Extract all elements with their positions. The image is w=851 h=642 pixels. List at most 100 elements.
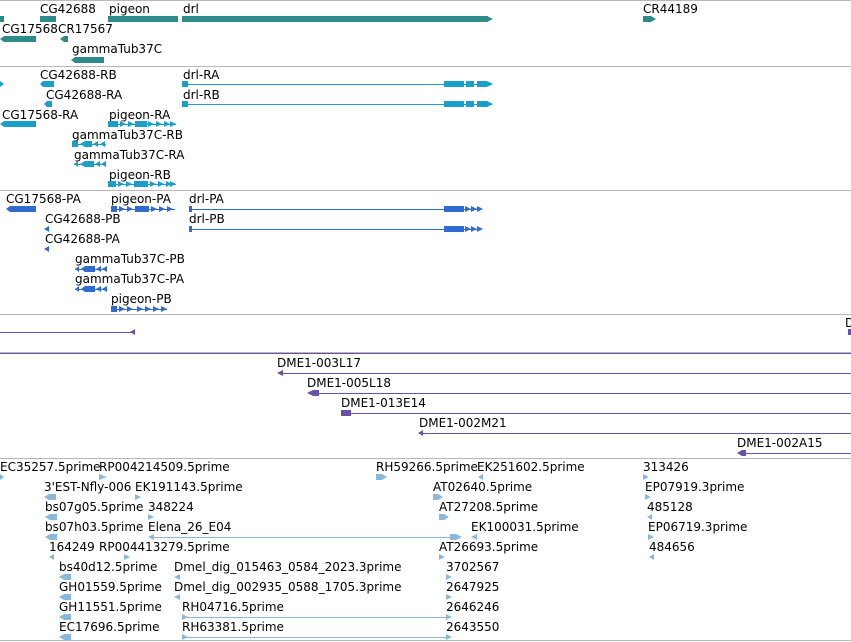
- clone-label-d[interactable]: D: [845, 316, 851, 330]
- est-feature[interactable]: [0, 474, 4, 480]
- gene-label-cr17567[interactable]: CR17567: [58, 22, 113, 36]
- protein-label-cg42688-pb[interactable]: CG42688-PB: [45, 212, 121, 226]
- transcript-exon-drl-rb[interactable]: [444, 101, 464, 107]
- est-feature[interactable]: [45, 534, 57, 540]
- est-feature[interactable]: [148, 534, 154, 540]
- est-label[interactable]: 485128: [647, 500, 693, 514]
- protein-label-cg42688-pa[interactable]: CG42688-PA: [45, 232, 120, 246]
- est-feature[interactable]: [182, 634, 188, 640]
- est-feature[interactable]: [471, 534, 477, 540]
- est-feature[interactable]: [446, 634, 452, 640]
- est-label[interactable]: bs07h03.5prime: [45, 520, 144, 534]
- transcript-label-drl-ra[interactable]: drl-RA: [183, 68, 220, 82]
- gene-label-cg42688[interactable]: CG42688: [40, 2, 96, 16]
- est-label[interactable]: bs07g05.5prime: [45, 500, 144, 514]
- protein-exon-drl-pb[interactable]: [189, 226, 192, 232]
- est-feature[interactable]: [44, 494, 56, 500]
- est-label[interactable]: 484656: [649, 540, 695, 554]
- transcript-exon-drl-rb[interactable]: [182, 101, 188, 107]
- protein-label-cg17568-pa[interactable]: CG17568-PA: [6, 192, 81, 206]
- clone-label-dme1-003l17[interactable]: DME1-003L17: [277, 356, 361, 370]
- est-feature[interactable]: [643, 474, 649, 480]
- gene-feature-left-edge[interactable]: [0, 16, 4, 22]
- gene-feature-pigeon[interactable]: [108, 16, 178, 22]
- transcript-label-pigeon-ra[interactable]: pigeon-RA: [109, 108, 171, 122]
- protein-label-drl-pb[interactable]: drl-PB: [189, 212, 225, 226]
- protein-exon-drl-pa[interactable]: [444, 206, 464, 212]
- est-label[interactable]: 313426: [643, 460, 689, 474]
- clone-feature-dme1-002a15-end[interactable]: [737, 450, 746, 456]
- gene-feature-drl[interactable]: [182, 16, 488, 22]
- clone-label-dme1-002m21[interactable]: DME1-002M21: [419, 416, 507, 430]
- est-label[interactable]: Elena_26_E04: [148, 520, 232, 534]
- est-feature[interactable]: [124, 554, 130, 560]
- transcript-label-gammatub37c-rb[interactable]: gammaTub37C-RB: [72, 128, 183, 142]
- est-feature[interactable]: [45, 514, 57, 520]
- est-label[interactable]: RH63381.5prime: [182, 620, 284, 634]
- transcript-exon-drl-rb[interactable]: [466, 101, 474, 107]
- protein-exons-pigeon-pb[interactable]: [111, 306, 169, 312]
- protein-feature-cg42688-pa[interactable]: [44, 246, 49, 252]
- transcript-exon-drl-rb[interactable]: [477, 101, 487, 107]
- clone-label-dme1-005l18[interactable]: DME1-005L18: [307, 376, 391, 390]
- est-label[interactable]: EP06719.3prime: [648, 520, 748, 534]
- gene-feature-cg42688[interactable]: [40, 16, 56, 22]
- gene-feature-cg17568[interactable]: [4, 36, 36, 42]
- est-label[interactable]: EP07919.3prime: [645, 480, 745, 494]
- est-feature[interactable]: [645, 494, 651, 500]
- est-label[interactable]: Dmel_dig_002935_0588_1705.3prime: [174, 580, 402, 594]
- clone-feature-dme1-002m21-end[interactable]: [418, 430, 423, 436]
- est-feature[interactable]: [478, 474, 483, 480]
- transcript-label-pigeon-rb[interactable]: pigeon-RB: [109, 168, 171, 182]
- est-label[interactable]: 2646246: [446, 600, 500, 614]
- est-feature[interactable]: [446, 594, 452, 600]
- est-label[interactable]: RP004413279.5prime: [99, 540, 230, 554]
- est-feature[interactable]: [135, 494, 141, 500]
- est-label[interactable]: EC35257.5prime: [0, 460, 101, 474]
- est-label[interactable]: 3'EST-Nfly-006: [44, 480, 132, 494]
- est-label[interactable]: GH01559.5prime: [59, 580, 162, 594]
- est-label[interactable]: AT26693.5prime: [439, 540, 539, 554]
- est-label[interactable]: EC17696.5prime: [59, 620, 160, 634]
- clone-label-dme1-002a15[interactable]: DME1-002A15: [737, 436, 823, 450]
- transcript-label-gammatub37c-ra[interactable]: gammaTub37C-RA: [74, 148, 185, 162]
- protein-exons-gammatub37c-pa[interactable]: [75, 286, 109, 292]
- est-feature[interactable]: [376, 474, 387, 480]
- est-feature[interactable]: [439, 514, 449, 520]
- est-feature[interactable]: [647, 514, 652, 520]
- transcript-exons-pigeon-rb[interactable]: [108, 181, 176, 187]
- protein-label-pigeon-pb[interactable]: pigeon-PB: [111, 292, 172, 306]
- est-label[interactable]: RP004214509.5prime: [99, 460, 230, 474]
- est-feature[interactable]: [59, 574, 71, 580]
- est-label[interactable]: AT02640.5prime: [433, 480, 533, 494]
- transcript-exon-drl-ra[interactable]: [477, 81, 487, 87]
- transcript-exon-drl-ra[interactable]: [444, 81, 464, 87]
- est-feature[interactable]: [446, 574, 452, 580]
- transcript-exon-drl-ra[interactable]: [466, 81, 474, 87]
- clone-feature-left-end[interactable]: [130, 329, 135, 335]
- est-feature[interactable]: [59, 594, 71, 600]
- est-feature[interactable]: [450, 534, 462, 540]
- est-label[interactable]: 2643550: [446, 620, 500, 634]
- est-label[interactable]: EK251602.5prime: [477, 460, 585, 474]
- protein-exons-pigeon-pa[interactable]: [111, 206, 177, 212]
- protein-exon-drl-pb[interactable]: [444, 226, 464, 232]
- protein-exon-drl-pa[interactable]: [189, 206, 192, 212]
- clone-feature-dme1-003l17-end[interactable]: [277, 370, 283, 376]
- transcript-exons-pigeon-ra[interactable]: [108, 121, 176, 127]
- transcript-label-cg42688-rb[interactable]: CG42688-RB: [40, 68, 117, 82]
- transcript-exons-gammatub37c-ra[interactable]: [74, 161, 108, 167]
- est-feature[interactable]: [439, 554, 445, 560]
- est-label[interactable]: 3702567: [446, 560, 500, 574]
- transcript-feature-cg42688-rb[interactable]: [40, 81, 54, 87]
- clone-feature-dme1-013e14-end[interactable]: [341, 410, 351, 416]
- transcript-feature-cg17568-ra[interactable]: [0, 121, 36, 127]
- clone-label-dme1-013e14[interactable]: DME1-013E14: [341, 396, 426, 410]
- est-feature[interactable]: [182, 614, 188, 620]
- transcript-label-drl-rb[interactable]: drl-RB: [183, 88, 220, 102]
- est-label[interactable]: AT27208.5prime: [439, 500, 539, 514]
- est-feature[interactable]: [446, 614, 452, 620]
- est-feature[interactable]: [59, 634, 71, 640]
- transcript-exons-gammatub37c-rb[interactable]: [72, 141, 106, 147]
- est-label[interactable]: RH59266.5prime: [376, 460, 478, 474]
